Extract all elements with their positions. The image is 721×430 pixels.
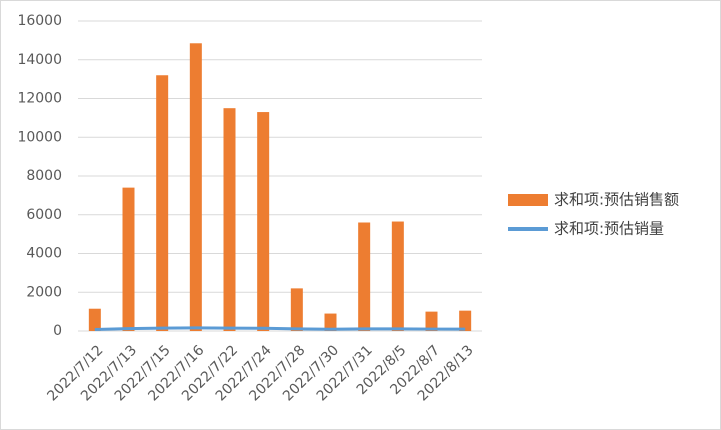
- bar: [290, 288, 303, 331]
- y-tick-label: 4000: [26, 246, 62, 262]
- bar: [223, 108, 236, 331]
- line: [94, 326, 466, 331]
- bar: [189, 43, 202, 331]
- y-tick-label: 2000: [26, 284, 62, 300]
- legend-label: 求和项:预估销量: [554, 220, 664, 238]
- y-tick-label: 6000: [26, 207, 62, 223]
- y-tick-label: 10000: [17, 129, 62, 145]
- y-tick-label: 12000: [17, 91, 62, 107]
- y-tick-label: 14000: [17, 52, 62, 68]
- bar: [391, 221, 404, 331]
- y-tick-label: 16000: [17, 13, 62, 29]
- legend-swatch: [508, 194, 548, 206]
- bar: [257, 112, 270, 331]
- bar: [459, 310, 472, 331]
- bar: [122, 187, 135, 331]
- bar: [88, 308, 101, 331]
- legend-label: 求和项:预估销售额: [554, 191, 679, 209]
- y-tick-label: 8000: [26, 168, 62, 184]
- bar: [425, 311, 438, 331]
- y-tick-label: 0: [53, 323, 62, 339]
- bar: [156, 75, 169, 331]
- bar: [324, 313, 337, 331]
- bar: [358, 222, 371, 331]
